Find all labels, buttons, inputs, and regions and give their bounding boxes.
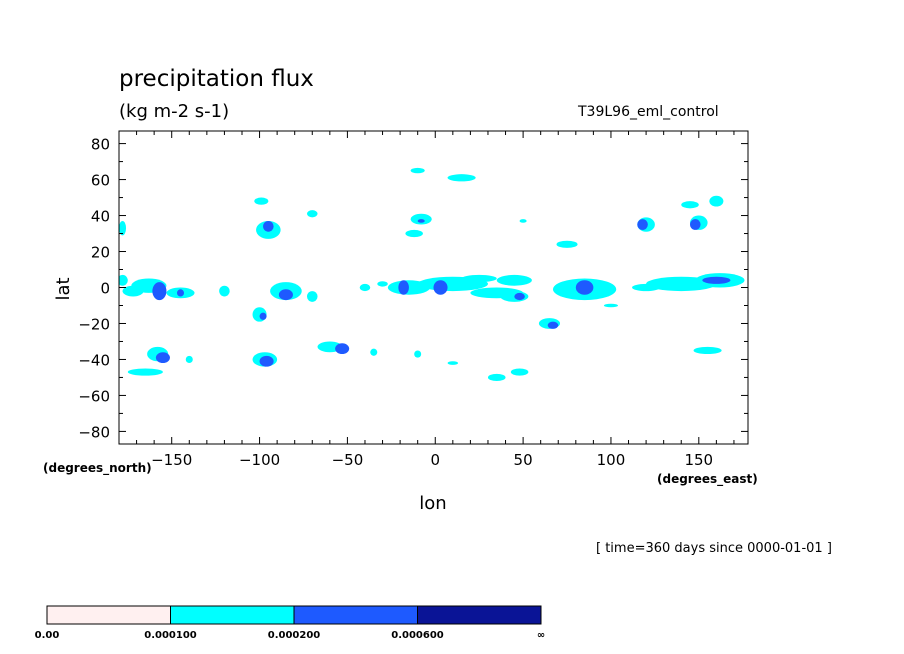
contour-region-level1-32	[487, 373, 506, 382]
contour-region-level1-38	[461, 274, 497, 283]
contour-region-level1-37	[359, 283, 371, 292]
contour-region-level1-44	[447, 361, 459, 365]
contour-region-level2-1	[176, 289, 185, 297]
contour-region-level2-12	[547, 321, 559, 329]
x-tick-label: 150	[684, 451, 713, 469]
contour-region-level1-6	[254, 197, 269, 205]
y-tick-label: −60	[78, 387, 110, 405]
x-tick-label: −50	[332, 451, 364, 469]
x-tick-label: 50	[514, 451, 533, 469]
time-label: [ time=360 days since 0000-01-01 ]	[596, 541, 832, 556]
y-tick-label: 40	[91, 208, 110, 226]
contour-region-level2-16	[417, 219, 425, 223]
contour-region-level1-4	[119, 220, 127, 236]
contour-region-level1-28	[709, 195, 724, 207]
contour-region-level2-6	[259, 355, 274, 367]
contour-region-level1-3	[119, 274, 128, 286]
colorbar-swatch-3	[417, 605, 542, 625]
contour-region-level1-41	[185, 355, 193, 364]
contour-region-level1-9	[306, 210, 318, 218]
colorbar-label-4: ∞	[537, 630, 545, 641]
contour-region-level1-27	[681, 201, 699, 209]
contour-region-level2-13	[637, 219, 648, 230]
contour-region-level1-20	[447, 174, 476, 182]
contour-region-level2-4	[259, 312, 267, 320]
contour-region-level1-13	[127, 368, 163, 376]
contour-region-level2-7	[335, 343, 350, 355]
contour-region-level2-0	[152, 282, 167, 301]
colorbar-label-3: 0.000600	[391, 630, 444, 641]
x-tick-label: −150	[151, 451, 192, 469]
axis-ticks: −150 −100 −50 0 50 100 150 80 60 40 20 0 −20 −40 −60 −8…	[78, 131, 748, 469]
colorbar-swatch-2	[293, 605, 418, 625]
x-tick-label: 100	[597, 451, 626, 469]
chart-title: precipitation flux	[119, 66, 314, 92]
contour-region-level2-14	[690, 219, 701, 230]
contour-region-level1-43	[519, 219, 527, 223]
colorbar-label-2: 0.000200	[268, 630, 321, 641]
contour-region-level1-21	[410, 167, 425, 174]
x-axis-units: (degrees_east)	[657, 472, 758, 487]
colorbar-label-1: 0.000100	[144, 630, 197, 641]
contour-region-level2-11	[575, 280, 594, 295]
contour-region-level2-3	[278, 289, 293, 301]
contour-region-level2-5	[155, 352, 170, 364]
x-tick-label: 0	[430, 451, 440, 469]
contour-region-level1-40	[306, 291, 318, 302]
contour-region-level1-46	[603, 303, 618, 308]
contour-region-level1-2	[122, 285, 144, 297]
colorbar-label-0: 0.00	[35, 630, 60, 641]
contour-region-level1-19	[405, 229, 423, 238]
y-axis-label: lat	[53, 277, 74, 300]
contour-region-level1-18	[410, 213, 432, 225]
y-tick-label: 80	[91, 136, 110, 154]
contour-region-level2-9	[433, 280, 448, 295]
y-tick-label: −40	[78, 351, 110, 369]
contour-fill-layer	[119, 167, 745, 382]
contour-region-level1-35	[370, 348, 378, 356]
contour-region-level1-42	[377, 281, 388, 287]
y-tick-label: 20	[91, 244, 110, 262]
y-tick-label: −20	[78, 315, 110, 333]
y-tick-label: 60	[91, 172, 110, 190]
colorbar-layer: 0.00 0.000100 0.000200 0.000600 ∞	[35, 605, 545, 641]
contour-region-level1-33	[510, 368, 529, 376]
y-tick-label: 0	[100, 280, 110, 298]
chart-units: (kg m-2 s-1)	[119, 101, 230, 122]
contour-region-level1-36	[414, 350, 422, 358]
contour-region-level2-15	[702, 276, 731, 284]
contour-region-level1-31	[556, 240, 578, 248]
experiment-name: T39L96_eml_control	[578, 104, 719, 120]
y-tick-label: −80	[78, 423, 110, 441]
contour-region-level1-39	[219, 285, 230, 297]
contour-region-level2-8	[398, 280, 409, 295]
contour-region-level1-45	[632, 283, 661, 292]
contour-region-level1-34	[693, 346, 722, 355]
contour-region-level2-2	[263, 220, 274, 232]
colorbar-swatch-1	[170, 605, 295, 625]
contour-region-level2-10	[514, 292, 525, 301]
x-axis-label: lon	[419, 493, 446, 514]
contour-region-level1-16	[496, 274, 532, 286]
y-axis-units: (degrees_north)	[43, 461, 152, 476]
x-tick-label: −100	[239, 451, 280, 469]
colorbar-swatch-0	[46, 605, 171, 625]
